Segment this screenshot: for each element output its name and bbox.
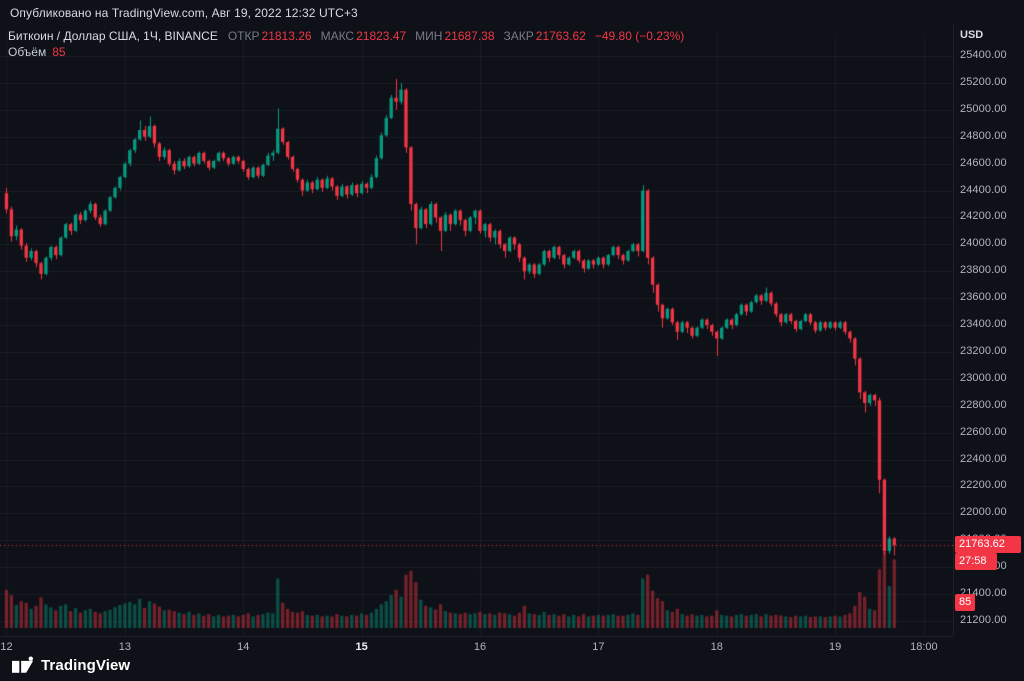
price-chart-canvas[interactable] — [0, 24, 953, 638]
price-tick: 23800.00 — [960, 264, 1007, 277]
chart-area: Биткоин / Доллар США, 1Ч, BINANCE ОТКР 2… — [0, 24, 1024, 660]
price-tick: 23400.00 — [960, 318, 1007, 331]
price-tick: 24600.00 — [960, 156, 1007, 169]
price-tick: 25200.00 — [960, 75, 1007, 88]
time-tick: 18 — [710, 641, 723, 653]
price-tick: 22000.00 — [960, 506, 1007, 519]
volume-value: 85 — [52, 45, 66, 59]
price-tick: 22200.00 — [960, 479, 1007, 492]
time-tick: 17 — [592, 641, 605, 653]
price-tick: 22600.00 — [960, 425, 1007, 438]
chart-legend: Биткоин / Доллар США, 1Ч, BINANCE ОТКР 2… — [8, 28, 684, 60]
footer-brand[interactable]: TradingView — [12, 656, 130, 674]
axis-currency-label: USD — [960, 29, 984, 41]
countdown-badge: 27:58 — [955, 553, 997, 571]
close-value: 21763.62 — [535, 29, 586, 43]
volume-label: Объём — [8, 45, 47, 59]
high-label: МАКС — [320, 29, 355, 43]
close-label: ЗАКР — [503, 29, 534, 43]
price-tick: 23200.00 — [960, 344, 1007, 357]
brand-wordmark: TradingView — [41, 656, 131, 674]
last-price-badge: 21763.62 — [955, 536, 1021, 554]
price-axis[interactable]: USD 21763.62 27:58 85 25400.00 25200.00 25… — [953, 24, 1024, 636]
low-value: 21687.38 — [444, 29, 495, 43]
time-tick: 18:00 — [910, 641, 938, 653]
time-tick: 14 — [237, 641, 250, 653]
price-tick: 21200.00 — [960, 614, 1007, 626]
price-tick: 24400.00 — [960, 183, 1007, 196]
time-tick: 15 — [355, 641, 368, 653]
time-axis[interactable]: 12 13 14 15 16 17 18 19 18:00 — [0, 636, 953, 661]
price-tick: 23600.00 — [960, 291, 1007, 304]
legend-row-ohlc: Биткоин / Доллар США, 1Ч, BINANCE ОТКР 2… — [8, 28, 684, 44]
price-tick: 24200.00 — [960, 210, 1007, 223]
low-label: МИН — [415, 29, 443, 43]
price-tick: 22800.00 — [960, 398, 1007, 411]
price-tick: 25000.00 — [960, 102, 1007, 115]
price-tick: 22400.00 — [960, 452, 1007, 465]
open-label: ОТКР — [227, 29, 260, 43]
price-tick: 25400.00 — [960, 49, 1007, 61]
price-tick: 24800.00 — [960, 129, 1007, 142]
time-tick: 16 — [473, 641, 487, 653]
open-value: 21813.26 — [261, 29, 312, 43]
time-tick: 12 — [0, 641, 13, 653]
time-tick: 19 — [828, 641, 842, 653]
time-tick: 13 — [118, 641, 131, 653]
high-value: 21823.47 — [356, 29, 407, 43]
price-tick: 24000.00 — [960, 237, 1007, 250]
publish-info: Опубликовано на TradingView.com, Авг 19,… — [10, 6, 358, 20]
legend-row-volume: Объём 85 — [8, 44, 684, 60]
tradingview-logo-icon — [12, 656, 34, 674]
symbol-title[interactable]: Биткоин / Доллар США, 1Ч, BINANCE — [8, 29, 218, 43]
change-value: −49.80 (−0.23%) — [594, 29, 685, 43]
last-volume-badge: 85 — [955, 594, 976, 611]
price-tick: 23000.00 — [960, 371, 1007, 384]
